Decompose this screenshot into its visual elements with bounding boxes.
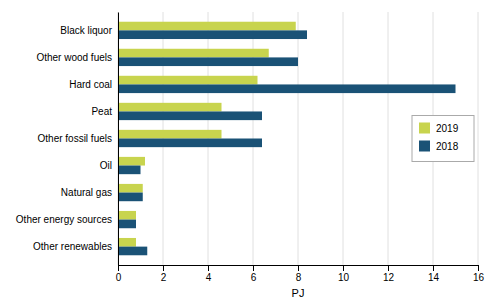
y-tick: Other renewables — [33, 241, 112, 252]
bar — [118, 193, 143, 202]
grid-line — [343, 12, 344, 265]
bar — [118, 84, 456, 93]
x-tick-label: 0 — [116, 272, 122, 283]
y-tick: Hard coal — [69, 79, 112, 90]
bar — [118, 220, 136, 229]
x-tick: 10 — [338, 265, 350, 283]
y-axis: Black liquor Other wood fuels Hard coal Pea… — [16, 13, 119, 266]
bar-series — [118, 30, 456, 255]
x-tick-label: 8 — [296, 272, 302, 283]
grid-line — [298, 12, 299, 265]
bar — [118, 139, 262, 148]
y-tick-label: Natural gas — [61, 187, 112, 198]
bar — [118, 211, 136, 220]
x-axis-title: PJ — [292, 287, 305, 299]
x-tick: 4 — [206, 265, 212, 283]
legend-label: 2018 — [436, 141, 459, 152]
y-tick: Peat — [91, 106, 112, 117]
grid-line — [478, 12, 479, 265]
x-tick: 12 — [383, 265, 395, 283]
bar — [118, 111, 262, 120]
x-tick-mark — [433, 265, 434, 271]
y-tick-label: Oil — [100, 160, 112, 171]
x-tick: 8 — [296, 265, 302, 283]
y-axis-line — [118, 13, 119, 266]
legend-item: 2019 — [419, 123, 459, 134]
bar — [118, 76, 258, 85]
x-tick-mark — [118, 265, 119, 271]
legend: 2019 2018 — [412, 116, 474, 162]
x-tick: 0 — [116, 265, 122, 283]
x-tick: 2 — [161, 265, 167, 283]
bar — [118, 166, 141, 175]
y-tick: Natural gas — [61, 187, 112, 198]
x-tick-label: 10 — [338, 272, 350, 283]
bar — [118, 57, 298, 66]
x-tick-mark — [343, 265, 344, 271]
y-tick: Other fossil fuels — [38, 133, 112, 144]
y-tick-label: Black liquor — [60, 25, 112, 36]
bar — [118, 130, 222, 139]
plot: 0 2 4 6 8 10 12 14 16 Black liquor Other wood fuel… — [16, 12, 485, 283]
y-tick: Black liquor — [60, 25, 112, 36]
x-tick-mark — [208, 265, 209, 271]
y-tick: Other wood fuels — [36, 52, 112, 63]
legend-item: 2018 — [419, 141, 459, 152]
x-tick-mark — [298, 265, 299, 271]
x-axis-line — [119, 266, 479, 272]
y-tick-label: Other wood fuels — [36, 52, 112, 63]
legend-swatch — [419, 141, 430, 152]
bar — [118, 30, 307, 39]
x-tick-mark — [253, 265, 254, 271]
x-tick-label: 6 — [251, 272, 257, 283]
legend-swatch — [419, 123, 430, 134]
bar — [118, 49, 269, 58]
bars — [118, 22, 456, 256]
x-tick-label: 12 — [383, 272, 395, 283]
x-axis: 0 2 4 6 8 10 12 14 16 — [116, 265, 485, 283]
bar — [118, 22, 296, 31]
y-tick: Other energy sources — [16, 214, 112, 225]
bar — [118, 157, 145, 166]
x-tick-label: 14 — [428, 272, 440, 283]
bar — [118, 103, 222, 112]
legend-label: 2019 — [436, 123, 459, 134]
bar — [118, 247, 147, 256]
y-tick-label: Other energy sources — [16, 214, 112, 225]
x-tick: 16 — [473, 265, 485, 283]
grid — [118, 12, 478, 265]
legend-box — [412, 116, 474, 162]
y-tick-label: Peat — [91, 106, 112, 117]
bar — [118, 184, 143, 193]
bar — [118, 238, 136, 247]
y-tick-label: Hard coal — [69, 79, 112, 90]
x-tick: 6 — [251, 265, 257, 283]
grid-line — [388, 12, 389, 265]
x-tick-mark — [388, 265, 389, 271]
y-tick: Oil — [100, 160, 112, 171]
x-tick-mark — [163, 265, 164, 271]
x-tick-label: 16 — [473, 272, 485, 283]
y-tick-label: Other renewables — [33, 241, 112, 252]
chart: 0 2 4 6 8 10 12 14 16 Black liquor Other wood fuel… — [0, 0, 492, 303]
grid-line — [118, 12, 119, 265]
y-tick-label: Other fossil fuels — [38, 133, 112, 144]
x-tick: 14 — [428, 265, 440, 283]
x-tick-mark — [478, 265, 479, 271]
bar-series — [118, 22, 296, 247]
x-tick-label: 2 — [161, 272, 167, 283]
x-tick-label: 4 — [206, 272, 212, 283]
